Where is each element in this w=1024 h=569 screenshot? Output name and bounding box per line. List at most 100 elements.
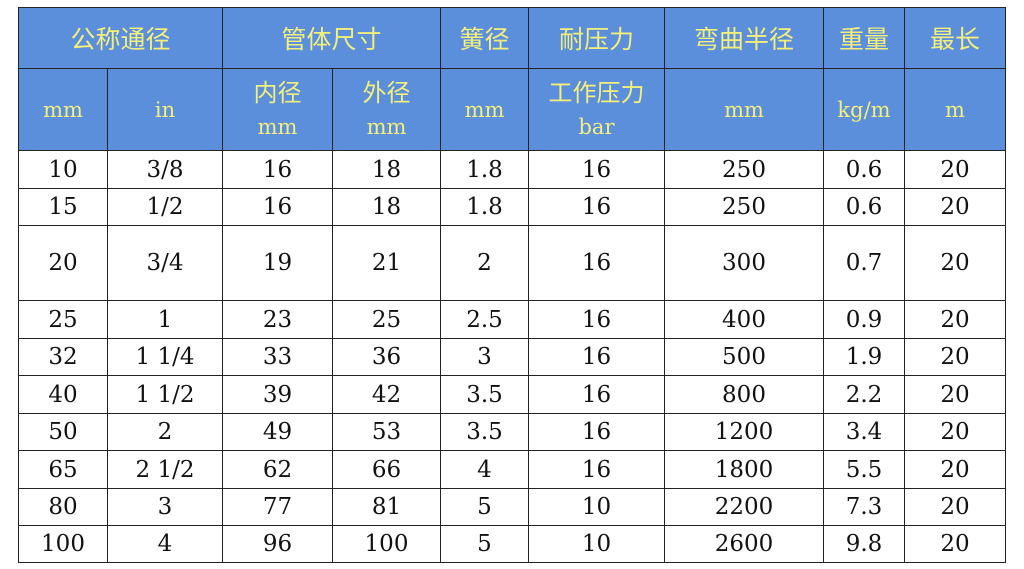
- data-cell: 25: [332, 300, 441, 339]
- data-cell: 1800: [664, 450, 824, 489]
- cell-text: 49: [262, 419, 293, 445]
- unit-cell: in: [107, 68, 223, 151]
- data-cell: 2: [440, 225, 529, 301]
- header-text: 公称通径: [70, 25, 171, 54]
- cell-text: 2600: [714, 531, 774, 557]
- cell-text: 10: [48, 156, 78, 183]
- data-cell: 1/2: [107, 188, 223, 226]
- cell-text: 300: [722, 250, 766, 276]
- cell-text: 21: [371, 250, 402, 276]
- data-cell: 21: [332, 225, 441, 301]
- data-cell: 20: [18, 225, 108, 301]
- header-cell: 最长: [904, 7, 1006, 69]
- data-cell: 15: [18, 188, 108, 226]
- cell-text: 20: [940, 381, 970, 408]
- data-cell: 2200: [664, 488, 824, 526]
- data-cell: 3/8: [107, 150, 223, 189]
- cell-text: 400: [722, 306, 766, 333]
- cell-text: 2.5: [466, 306, 503, 333]
- cell-text: 19: [262, 250, 293, 276]
- data-cell: 16: [528, 225, 665, 301]
- data-row: 65 2 1/2 62 66 4 16 1800 5.5 20: [18, 450, 1006, 489]
- data-cell: 16: [528, 150, 665, 189]
- data-cell: 20: [904, 300, 1006, 339]
- cell-text: 16: [581, 306, 612, 333]
- data-cell: 32: [18, 338, 108, 376]
- data-cell: 81: [332, 488, 441, 526]
- data-cell: 16: [528, 413, 665, 451]
- cell-text: 2200: [714, 494, 774, 520]
- cell-text: 81: [371, 494, 402, 520]
- data-cell: 1 1/2: [107, 375, 223, 414]
- cell-text: 25: [48, 306, 78, 333]
- data-cell: 1: [107, 300, 223, 339]
- data-cell: 42: [332, 375, 441, 414]
- cell-text: 77: [262, 494, 293, 520]
- cell-text: 20: [940, 344, 970, 370]
- cell-text: 96: [262, 531, 293, 557]
- data-cell: 3.5: [440, 413, 529, 451]
- subheader-text: 内径: [253, 78, 302, 107]
- data-cell: 23: [222, 300, 333, 339]
- data-cell: 3: [107, 488, 223, 526]
- data-row: 80 3 77 81 5 10 2200 7.3 20: [18, 488, 1006, 526]
- data-cell: 19: [222, 225, 333, 301]
- cell-text: 36: [371, 344, 402, 370]
- cell-text: 18: [371, 156, 402, 183]
- cell-text: 20: [940, 419, 970, 445]
- subheader-text: mm: [43, 97, 83, 122]
- data-row: 50 2 49 53 3.5 16 1200 3.4 20: [18, 413, 1006, 451]
- subheader-text: 工作压力: [548, 78, 645, 107]
- header-row: 公称通径 管体尺寸 簧径 耐压力 弯曲半径 重量 最长: [18, 7, 1006, 69]
- header-cell: 公称通径: [18, 7, 223, 69]
- cell-text: 42: [371, 381, 402, 408]
- data-cell: 10: [528, 488, 665, 526]
- cell-text: 4: [157, 531, 173, 557]
- data-cell: 3: [440, 338, 529, 376]
- header-text: 最长: [929, 25, 980, 54]
- cell-text: 16: [581, 456, 612, 483]
- cell-text: 16: [581, 419, 612, 445]
- data-row: 10 3/8 16 18 1.8 16 250 0.6 20: [18, 150, 1006, 189]
- subheader-text: in: [154, 97, 176, 122]
- cell-text: 2 1/2: [135, 456, 195, 483]
- unit-cell: 工作压力 bar: [528, 68, 665, 151]
- cell-text: 20: [940, 250, 970, 276]
- cell-text: 20: [940, 494, 970, 520]
- cell-text: 250: [722, 194, 766, 220]
- cell-text: 66: [371, 456, 402, 483]
- cell-text: 0.7: [845, 250, 883, 276]
- data-row: 20 3/4 19 21 2 16 300 0.7 20: [18, 225, 1006, 301]
- unit-cell: kg/m: [823, 68, 905, 151]
- unit-text: bar: [578, 114, 615, 139]
- cell-text: 3.4: [845, 419, 883, 445]
- cell-text: 16: [262, 156, 293, 183]
- data-row: 32 1 1/4 33 36 3 16 500 1.9 20: [18, 338, 1006, 376]
- cell-text: 16: [581, 381, 612, 408]
- data-cell: 9.8: [823, 525, 905, 563]
- cell-text: 62: [262, 456, 293, 483]
- cell-text: 1/2: [146, 194, 184, 220]
- unit-cell: 内径 mm: [222, 68, 333, 151]
- data-cell: 10: [18, 150, 108, 189]
- cell-text: 20: [940, 156, 970, 183]
- data-cell: 36: [332, 338, 441, 376]
- cell-text: 20: [48, 250, 78, 276]
- data-cell: 10: [528, 525, 665, 563]
- data-cell: 800: [664, 375, 824, 414]
- data-cell: 20: [904, 338, 1006, 376]
- cell-text: 5.5: [845, 456, 883, 483]
- data-cell: 18: [332, 150, 441, 189]
- data-cell: 20: [904, 525, 1006, 563]
- data-cell: 20: [904, 188, 1006, 226]
- data-cell: 1200: [664, 413, 824, 451]
- cell-text: 40: [48, 381, 78, 408]
- subheader-text: 外径: [362, 78, 411, 107]
- header-cell: 重量: [823, 7, 905, 69]
- data-cell: 50: [18, 413, 108, 451]
- data-cell: 16: [222, 150, 333, 189]
- unit-row: mm in 内径 mm 外径 mm mm 工作压力 bar mm kg/m m: [18, 68, 1006, 151]
- subheader-text: mm: [464, 97, 505, 122]
- cell-text: 1: [157, 306, 173, 333]
- data-cell: 18: [332, 188, 441, 226]
